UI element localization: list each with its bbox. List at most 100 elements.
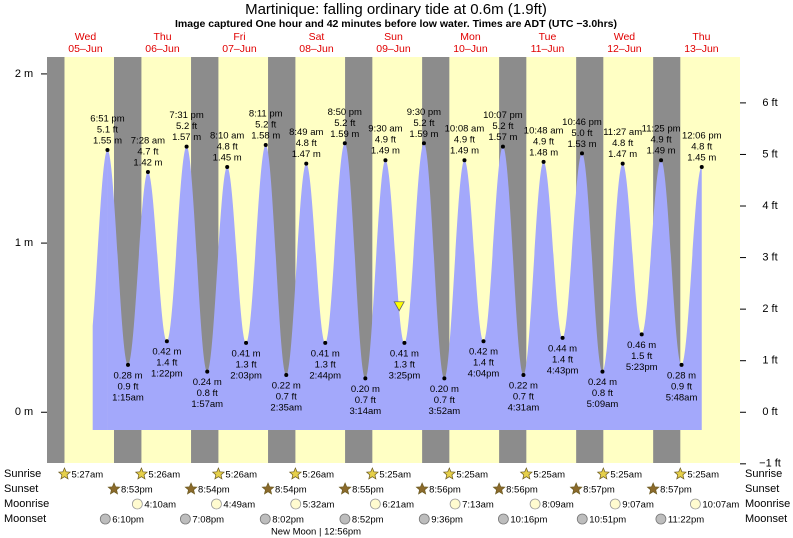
tide-label: 5.2 ft — [176, 121, 197, 132]
tide-label: 1.57 m — [488, 132, 517, 143]
tide-label: 1:15am — [112, 392, 144, 403]
y2-tick-label: 3 ft — [762, 251, 777, 263]
day-date: 08–Jun — [299, 43, 334, 55]
moonrise-icon — [131, 498, 143, 510]
moonrise-time: 5:32am — [303, 500, 335, 511]
tide-label: 0.9 ft — [671, 381, 692, 392]
moonrise-time: 7:13am — [462, 500, 494, 511]
tide-extreme-dot — [620, 161, 625, 166]
sunrise-icon — [673, 467, 687, 480]
moonset-icon — [418, 513, 430, 525]
moonrise-time: 9:07am — [622, 500, 654, 511]
tide-label: 11:25 pm — [642, 124, 681, 135]
tide-label: 1.53 m — [567, 139, 596, 150]
moonrise-time: 6:21am — [382, 500, 414, 511]
tide-label: 0.41 m — [390, 348, 419, 359]
tide-label: 5.1 ft — [97, 125, 118, 136]
tide-label: 5.2 ft — [413, 118, 434, 129]
tide-label: 2:44pm — [309, 370, 341, 381]
sunset-icon — [338, 482, 352, 495]
tide-label: 8:50 pm — [328, 107, 362, 118]
tide-extreme-dot — [521, 373, 526, 378]
moonset-icon — [339, 513, 351, 525]
day-name: Sun — [384, 31, 403, 43]
sunrise-icon — [57, 467, 72, 480]
day-name: Mon — [460, 31, 481, 43]
tide-label: 0.42 m — [152, 347, 181, 358]
day-date: 07–Jun — [222, 43, 257, 55]
tide-label: 4.8 ft — [217, 141, 238, 152]
sunset-icon — [107, 482, 121, 495]
tide-label: 1.3 ft — [315, 359, 336, 370]
sunrise-time: 5:26am — [225, 470, 257, 481]
tide-label: 0.7 ft — [355, 395, 376, 406]
tide-label: 0.24 m — [193, 377, 222, 388]
tide-label: 1.5 ft — [631, 351, 652, 362]
tide-label: 1.58 m — [251, 130, 280, 141]
tide-extreme-dot — [164, 339, 169, 344]
tide-label: 0.42 m — [469, 347, 498, 358]
current-tide-marker — [393, 301, 405, 312]
moonset-icon — [179, 513, 191, 525]
tide-extreme-dot — [323, 340, 328, 345]
tide-label: 6:51 pm — [90, 114, 124, 125]
tide-label: 4.8 ft — [296, 138, 317, 149]
tide-label: 8:49 am — [289, 127, 323, 138]
tide-extreme-dot — [699, 164, 704, 169]
moonset-time: 7:08pm — [192, 515, 224, 526]
moonset-icon — [259, 513, 271, 525]
tide-label: 10:08 am — [445, 124, 485, 135]
y2-tick-label: −1 ft — [759, 458, 781, 470]
tide-label: 4.9 ft — [533, 136, 554, 147]
tide-extreme-dot — [600, 369, 605, 374]
row-label: Moonset — [745, 513, 787, 525]
tide-label: 0.20 m — [430, 384, 459, 395]
chart-subtitle: Image captured One hour and 42 minutes b… — [175, 18, 617, 30]
y2-tick-label: 2 ft — [762, 303, 777, 315]
tide-label: 0.46 m — [627, 340, 656, 351]
moonset-time: 9:36pm — [431, 515, 463, 526]
tide-label: 0.41 m — [232, 348, 261, 359]
sunrise-icon — [519, 467, 533, 480]
day-date: 11–Jun — [531, 43, 565, 55]
tide-extreme-dot — [225, 164, 230, 169]
tide-extreme-dot — [659, 158, 664, 163]
sunset-icon — [569, 482, 583, 495]
tide-extreme-dot — [363, 376, 368, 381]
y2-tick-label: 4 ft — [762, 200, 777, 212]
moonset-time: 10:51pm — [589, 515, 626, 526]
sunrise-time: 5:25am — [610, 470, 642, 481]
sunrise-time: 5:25am — [456, 470, 488, 481]
tide-label: 4.8 ft — [691, 141, 712, 152]
tide-label: 4.8 ft — [612, 138, 633, 149]
row-label: Moonrise — [745, 498, 790, 510]
sunrise-time: 5:27am — [71, 470, 103, 481]
tide-extreme-dot — [442, 376, 447, 381]
y-tick-label: 2 m — [15, 68, 33, 80]
day-name: Tue — [539, 31, 557, 43]
moonrise-time: 4:49am — [223, 500, 255, 511]
sunrise-time: 5:26am — [302, 470, 334, 481]
tide-label: 5.0 ft — [571, 128, 592, 139]
tide-label: 9:30 pm — [407, 107, 441, 118]
day-date: 09–Jun — [376, 43, 411, 55]
tide-extreme-dot — [421, 141, 426, 146]
tide-label: 3:25pm — [389, 370, 421, 381]
y2-tick-label: 6 ft — [762, 97, 777, 109]
tide-label: 1.47 m — [292, 149, 321, 160]
moonrise-icon — [529, 498, 541, 510]
tide-extreme-dot — [402, 340, 407, 345]
moon-phase: New Moon | 12:56pm — [271, 527, 361, 538]
tide-extreme-dot — [383, 158, 388, 163]
sunset-time: 8:55pm — [352, 485, 384, 496]
tide-extreme-dot — [304, 161, 309, 166]
moonset-time: 8:52pm — [352, 515, 384, 526]
row-label: Moonrise — [4, 498, 49, 510]
tide-label: 1.4 ft — [473, 358, 494, 369]
row-label: Sunrise — [745, 468, 782, 480]
tide-label: 0.8 ft — [197, 388, 218, 399]
row-label: Sunrise — [4, 468, 41, 480]
tide-label: 1.48 m — [529, 147, 558, 158]
tide-label: 1.49 m — [371, 146, 400, 157]
